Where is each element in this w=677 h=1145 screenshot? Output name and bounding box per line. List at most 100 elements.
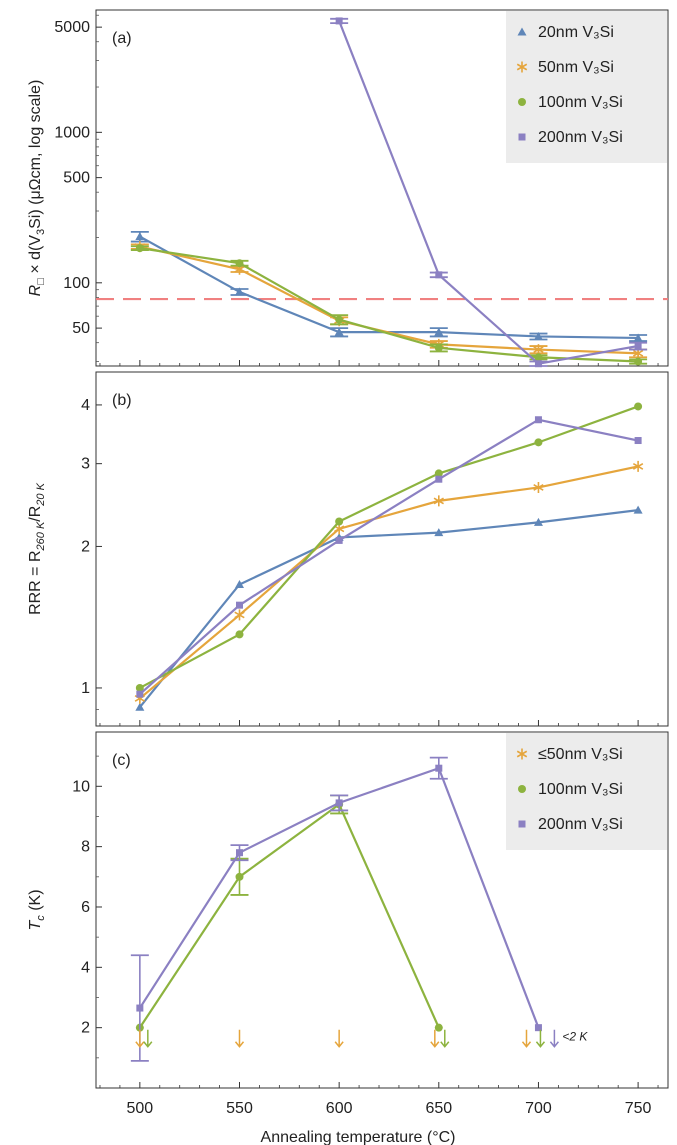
data-point <box>534 416 542 424</box>
data-point <box>235 630 244 639</box>
data-point <box>533 344 544 356</box>
below-2K-arrow <box>234 1029 245 1048</box>
data-point <box>433 495 444 507</box>
y-tick-label: 50 <box>72 320 90 337</box>
data-point <box>234 263 245 275</box>
legend-label: ≤50nm V₃Si <box>538 746 623 763</box>
data-point <box>235 872 244 881</box>
x-tick-label: 600 <box>326 1100 353 1117</box>
y-label-part: Si) (μΩcm, log scale) <box>27 80 44 229</box>
legend-label: 100nm V₃Si <box>538 94 623 111</box>
below-2K-arrow <box>521 1029 532 1048</box>
y-axis-label: RRR = R260 K/R20 K <box>27 482 47 614</box>
panel-0: 50 100 500 1000 5000 (a) R□ × d(V3Si) (μΩcm, l… <box>27 9 669 368</box>
legend-marker <box>518 820 526 828</box>
y-tick-label: 3 <box>81 456 90 473</box>
plot-frame <box>95 371 669 727</box>
y-label-part: /R <box>27 506 44 522</box>
below-2K-arrow <box>135 1029 145 1048</box>
legend-label: 20nm V₃Si <box>538 24 614 41</box>
legend-label: 50nm V₃Si <box>538 59 614 76</box>
y-tick-label: 1 <box>81 680 90 697</box>
data-point <box>435 764 443 772</box>
data-point <box>335 517 344 526</box>
series-line <box>138 802 440 1029</box>
data-point <box>234 287 244 296</box>
series-line <box>138 508 639 708</box>
data-point <box>633 505 643 514</box>
below-2K-arrow <box>430 1029 440 1048</box>
y-tick-label: 8 <box>81 839 90 856</box>
x-tick-label: 500 <box>126 1100 153 1117</box>
data-point <box>434 343 443 352</box>
series-line <box>139 247 639 363</box>
panel-2: 2 4 6 8 10 (c) Tc (K) <2 K 500 550 600 650 700 750 Ann… <box>27 731 669 1145</box>
data-point <box>533 481 544 493</box>
data-point <box>534 438 543 447</box>
data-point <box>435 475 443 483</box>
y-axis-label: Tc (K) <box>27 889 47 930</box>
data-point <box>534 353 543 362</box>
data-point <box>633 333 643 342</box>
legend-marker <box>518 133 526 141</box>
data-point <box>234 609 245 621</box>
data-point <box>136 690 144 698</box>
data-point <box>136 1004 144 1012</box>
data-point <box>135 232 145 241</box>
series-line <box>139 465 639 700</box>
plot-frame <box>95 9 669 367</box>
data-point <box>334 327 344 336</box>
y-label-part: RRR = R <box>27 550 44 614</box>
panel-label: (c) <box>112 752 131 769</box>
panel-1: 1 2 3 4 (b) RRR = R260 K/R20 K <box>27 371 669 727</box>
y-label-part: (K) <box>27 889 44 915</box>
data-point <box>435 271 443 279</box>
data-point <box>634 437 642 445</box>
data-point <box>533 517 543 526</box>
y-tick-label: 4 <box>81 959 90 976</box>
y-tick-label: 500 <box>63 170 90 187</box>
below-2K-arrow <box>143 1029 153 1048</box>
y-label-part: 3 <box>35 229 47 235</box>
legend-marker <box>518 785 526 793</box>
legend-label: 100nm V₃Si <box>538 781 623 798</box>
data-point <box>434 1023 443 1032</box>
data-point <box>135 702 145 711</box>
below-2K-arrow <box>535 1029 546 1048</box>
data-point <box>333 523 345 535</box>
below-2K-arrow <box>440 1029 450 1048</box>
y-tick-label: 2 <box>81 538 90 555</box>
x-tick-label: 650 <box>425 1100 452 1117</box>
below-2K-annotation: <2 K <box>562 1030 588 1044</box>
y-label-part: × d(V <box>27 235 44 278</box>
y-label-part: T <box>27 920 44 931</box>
y-axis-label: R□ × d(V3Si) (μΩcm, log scale) <box>27 80 47 297</box>
x-tick-label: 550 <box>226 1100 253 1117</box>
y-tick-label: 6 <box>81 899 90 916</box>
legend-marker <box>516 61 528 73</box>
series-line <box>139 405 639 689</box>
y-tick-label: 100 <box>63 275 90 292</box>
data-point <box>134 692 146 704</box>
series-line <box>338 20 639 365</box>
legend-label: 200nm V₃Si <box>538 129 623 146</box>
data-point <box>234 579 244 588</box>
data-point <box>634 357 643 366</box>
series-3 <box>330 17 648 368</box>
x-tick-label: 750 <box>625 1100 652 1117</box>
data-point <box>135 683 144 692</box>
legend-label: 200nm V₃Si <box>538 816 623 833</box>
data-point <box>632 460 644 472</box>
data-point <box>634 402 643 411</box>
y-tick-label: 5000 <box>54 19 90 36</box>
data-point <box>235 601 243 609</box>
data-point <box>533 331 543 340</box>
y-tick-label: 2 <box>81 1020 90 1037</box>
y-label-part: □ <box>35 278 47 285</box>
legend-box <box>506 11 667 163</box>
series-2 <box>130 756 542 1062</box>
legend-box <box>506 733 667 850</box>
legend-marker <box>518 98 526 106</box>
plot-frame <box>95 731 669 1089</box>
